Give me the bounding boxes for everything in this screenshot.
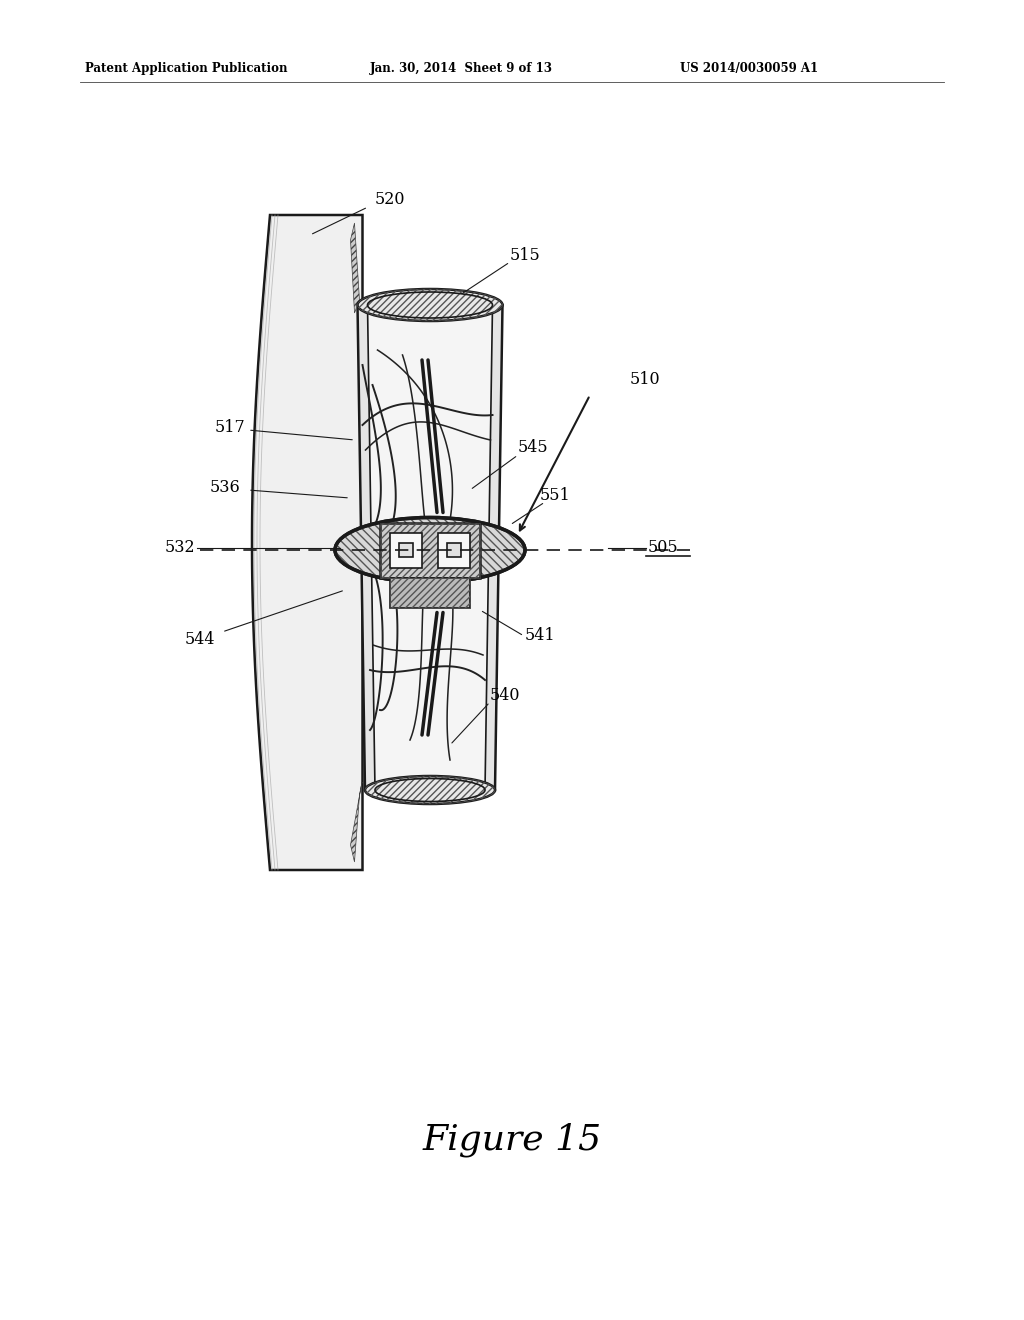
Bar [380, 523, 480, 578]
Text: 544: 544 [185, 631, 215, 648]
Text: 551: 551 [540, 487, 570, 503]
Text: 541: 541 [525, 627, 556, 644]
Text: Patent Application Publication: Patent Application Publication [85, 62, 288, 75]
Ellipse shape [335, 517, 525, 582]
Polygon shape [368, 305, 493, 789]
Text: Jan. 30, 2014  Sheet 9 of 13: Jan. 30, 2014 Sheet 9 of 13 [370, 62, 553, 75]
Polygon shape [350, 223, 359, 313]
Text: 520: 520 [375, 191, 406, 209]
Bar [447, 543, 461, 557]
Text: 510: 510 [630, 371, 660, 388]
Text: 505: 505 [648, 540, 679, 557]
Polygon shape [350, 781, 362, 862]
Text: 545: 545 [518, 440, 549, 457]
Text: 540: 540 [490, 686, 520, 704]
Bar [438, 532, 470, 568]
Text: US 2014/0030059 A1: US 2014/0030059 A1 [680, 62, 818, 75]
Polygon shape [357, 305, 375, 789]
Text: 517: 517 [215, 420, 246, 437]
Bar [380, 523, 480, 578]
Ellipse shape [357, 289, 503, 321]
Polygon shape [252, 215, 362, 870]
Bar [390, 578, 470, 607]
Text: 532: 532 [165, 540, 195, 557]
Text: Figure 15: Figure 15 [423, 1123, 601, 1158]
Text: 515: 515 [510, 247, 541, 264]
Bar [390, 532, 422, 568]
Ellipse shape [365, 776, 495, 804]
Bar [399, 543, 413, 557]
Text: 536: 536 [210, 479, 241, 496]
Bar [390, 578, 470, 607]
Polygon shape [485, 305, 503, 789]
